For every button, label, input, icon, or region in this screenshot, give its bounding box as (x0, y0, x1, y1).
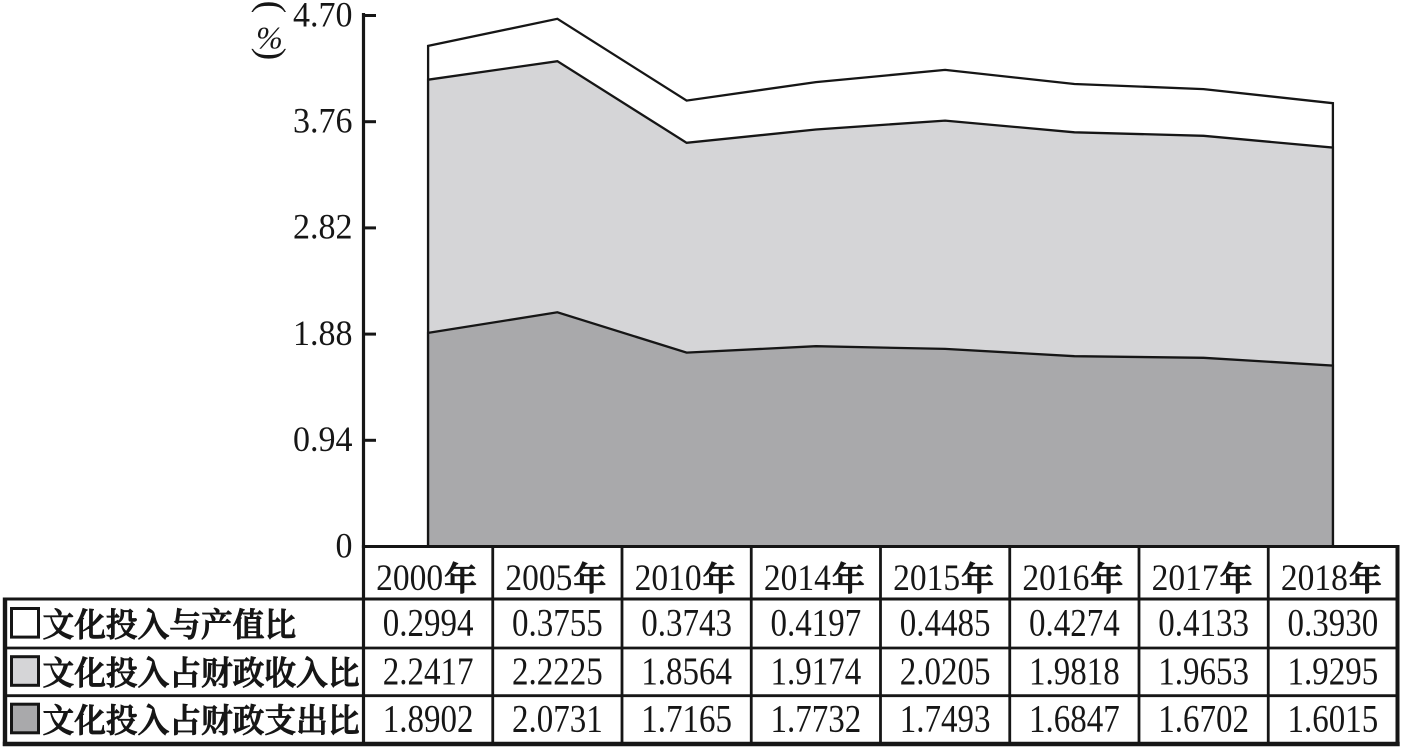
svg-text:0.4274: 0.4274 (1029, 601, 1120, 644)
svg-text:2010: 2010 (635, 558, 702, 599)
svg-text:2.82: 2.82 (293, 207, 353, 247)
svg-text:1.9818: 1.9818 (1029, 649, 1120, 692)
svg-text:2016: 2016 (1022, 558, 1089, 599)
svg-text:(: ( (251, 1, 293, 14)
svg-text:0.3743: 0.3743 (641, 601, 732, 644)
svg-text:1.7165: 1.7165 (641, 697, 732, 740)
svg-text:1.7493: 1.7493 (900, 697, 991, 740)
svg-text:1.6015: 1.6015 (1288, 697, 1379, 740)
svg-text:1.6847: 1.6847 (1029, 697, 1120, 740)
svg-text:1.7732: 1.7732 (771, 697, 862, 740)
svg-text:): ) (251, 48, 293, 61)
svg-text:2015: 2015 (893, 558, 960, 599)
svg-text:2005: 2005 (505, 558, 572, 599)
svg-text:1.6702: 1.6702 (1158, 697, 1249, 740)
svg-text:1.8902: 1.8902 (383, 697, 474, 740)
svg-text:0.4197: 0.4197 (771, 601, 862, 644)
svg-text:0.3755: 0.3755 (512, 601, 603, 644)
svg-text:2018: 2018 (1281, 558, 1348, 599)
svg-text:3.76: 3.76 (293, 101, 353, 141)
svg-text:2017: 2017 (1152, 558, 1219, 599)
svg-text:1.8564: 1.8564 (641, 649, 732, 692)
svg-text:0.94: 0.94 (293, 419, 353, 459)
svg-text:1.9174: 1.9174 (771, 649, 862, 692)
svg-text:2.0205: 2.0205 (900, 649, 991, 692)
svg-text:0.4133: 0.4133 (1158, 601, 1249, 644)
svg-text:2000: 2000 (376, 558, 443, 599)
svg-text:1.9653: 1.9653 (1158, 649, 1249, 692)
svg-text:2.2417: 2.2417 (383, 649, 474, 692)
svg-text:1.88: 1.88 (293, 313, 353, 353)
svg-text:4.70: 4.70 (293, 0, 353, 34)
svg-text:0.2994: 0.2994 (383, 601, 474, 644)
svg-text:2.2225: 2.2225 (512, 649, 603, 692)
svg-text:2014: 2014 (764, 558, 831, 599)
svg-text:0.3930: 0.3930 (1288, 601, 1379, 644)
svg-text:0: 0 (335, 526, 352, 566)
svg-text:%: % (256, 20, 283, 56)
svg-text:2.0731: 2.0731 (512, 697, 603, 740)
svg-text:1.9295: 1.9295 (1288, 649, 1379, 692)
svg-text:0.4485: 0.4485 (900, 601, 991, 644)
